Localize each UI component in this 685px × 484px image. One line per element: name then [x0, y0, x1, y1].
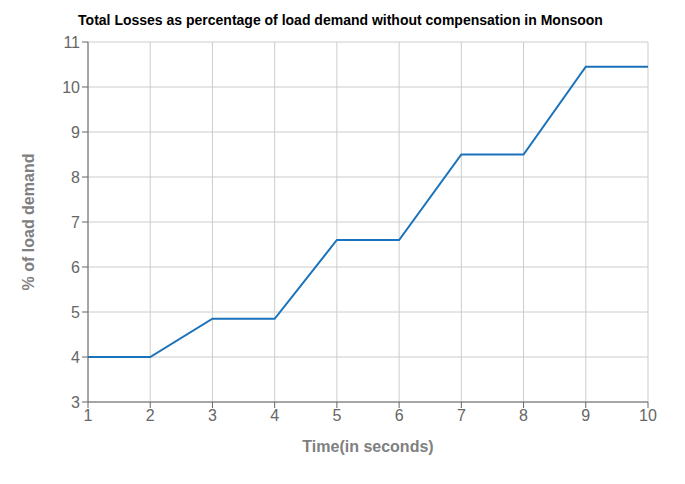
svg-text:3: 3	[208, 407, 217, 424]
svg-text:5: 5	[332, 407, 341, 424]
svg-text:4: 4	[71, 349, 80, 366]
svg-text:6: 6	[395, 407, 404, 424]
svg-text:10: 10	[62, 79, 80, 96]
svg-text:% of load demand: % of load demand	[20, 154, 37, 291]
svg-text:8: 8	[71, 169, 80, 186]
svg-text:10: 10	[639, 407, 657, 424]
svg-text:4: 4	[270, 407, 279, 424]
svg-text:1: 1	[84, 407, 93, 424]
svg-text:7: 7	[71, 214, 80, 231]
svg-text:11: 11	[63, 34, 80, 51]
svg-text:8: 8	[519, 407, 528, 424]
svg-text:6: 6	[71, 259, 80, 276]
svg-text:7: 7	[457, 407, 466, 424]
svg-text:5: 5	[71, 304, 80, 321]
svg-text:2: 2	[146, 407, 155, 424]
svg-text:Time(in seconds): Time(in seconds)	[302, 438, 433, 455]
svg-text:3: 3	[71, 394, 80, 411]
svg-text:9: 9	[581, 407, 590, 424]
html-text:Total Losses as percentage of: Total Losses as percentage of load deman…	[78, 12, 603, 28]
svg-text:9: 9	[71, 124, 80, 141]
